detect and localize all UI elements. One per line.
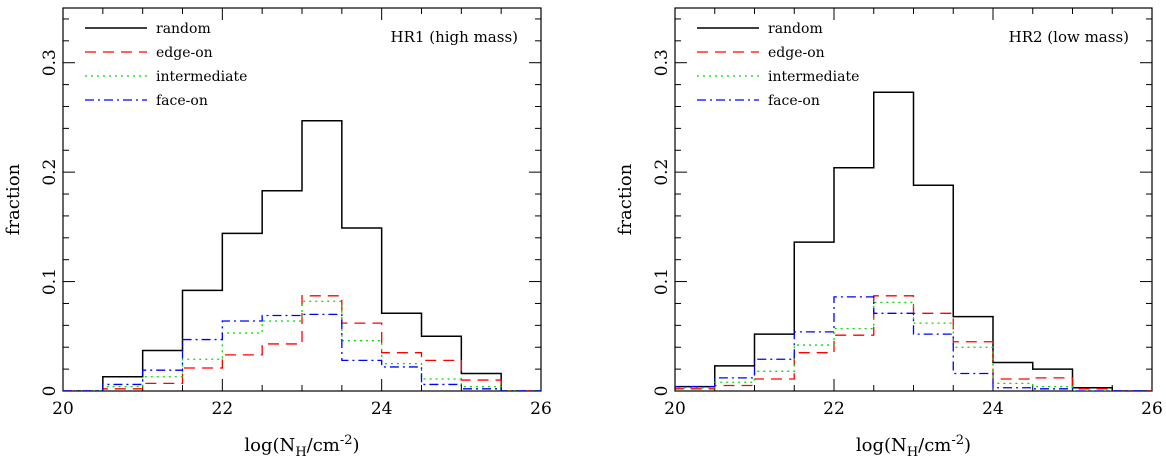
x-tick-label: 20 <box>52 399 74 419</box>
y-tick-label: 0.2 <box>652 159 672 186</box>
y-tick-label: 0.3 <box>40 49 60 76</box>
y-tick-label: 0 <box>652 386 672 397</box>
x-axis-title: log(NH/cm-2) <box>244 433 359 458</box>
histogram-series-edge-on <box>675 295 1152 391</box>
x-tick-label: 22 <box>212 399 234 419</box>
y-axis-title: fraction <box>615 163 636 235</box>
legend-label: intermediate <box>768 69 859 85</box>
histogram-series-edge-on <box>63 295 541 391</box>
y-tick-label: 0.3 <box>652 49 672 76</box>
y-axis-title: fraction <box>3 163 24 235</box>
legend-label: intermediate <box>156 69 247 85</box>
panel-title: HR1 (high mass) <box>391 28 518 46</box>
legend-label: random <box>768 21 823 37</box>
chart-panel-1: 20 22 24 26 0 0.1 0.2 0.3 log(NH/cm-2) fraction HR… <box>3 7 552 458</box>
legend-label: face-on <box>768 93 820 109</box>
legend-label: random <box>156 21 211 37</box>
chart-panel-2: 20 22 24 26 0 0.1 0.2 0.3 log(NH/cm-2) fraction HR… <box>615 7 1163 458</box>
histogram-series-face-on <box>63 313 541 391</box>
histogram-series-face-on <box>675 296 1152 391</box>
y-tick-label: 0 <box>40 386 60 397</box>
legend-label: edge-on <box>768 45 825 61</box>
legend-label: edge-on <box>156 45 213 61</box>
histogram-series-intermediate <box>63 300 541 391</box>
x-tick-label: 26 <box>530 399 552 419</box>
legend-label: face-on <box>156 93 208 109</box>
histogram-series-intermediate <box>675 301 1152 391</box>
y-tick-label: 0.2 <box>40 159 60 186</box>
histogram-series-random <box>675 91 1152 391</box>
x-tick-label: 24 <box>371 399 393 419</box>
x-tick-label: 26 <box>1141 399 1163 419</box>
x-tick-label: 22 <box>823 399 845 419</box>
histogram-series-random <box>63 119 541 391</box>
panel-title: HR2 (low mass) <box>1009 28 1129 46</box>
x-axis-title: log(NH/cm-2) <box>856 433 971 458</box>
x-tick-label: 20 <box>664 399 686 419</box>
y-tick-label: 0.1 <box>652 268 672 295</box>
x-tick-label: 24 <box>982 399 1004 419</box>
y-tick-label: 0.1 <box>40 268 60 295</box>
